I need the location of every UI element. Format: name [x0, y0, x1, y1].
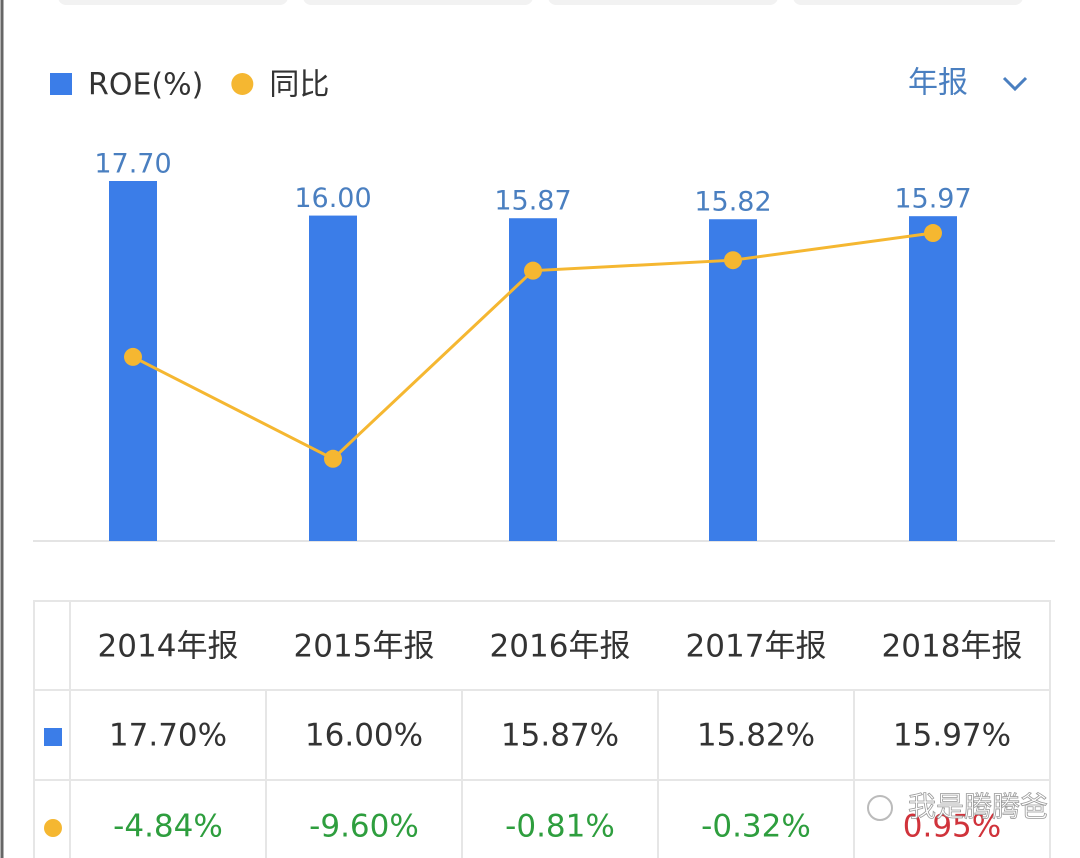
table-cell: -0.81% — [505, 809, 615, 845]
bar-value-label: 15.87 — [494, 186, 571, 217]
line-point — [124, 347, 142, 366]
table-cell: 15.87% — [501, 718, 619, 754]
line-point — [724, 251, 742, 270]
tab[interactable] — [548, 0, 778, 5]
watermark-icon — [867, 795, 893, 821]
legend-swatch — [50, 73, 72, 95]
row-icon — [44, 728, 62, 746]
bar — [709, 219, 757, 541]
tab[interactable] — [303, 0, 533, 5]
row-icon — [44, 819, 62, 837]
table-cell: 17.70% — [109, 718, 227, 754]
legend-label: 同比 — [269, 68, 329, 103]
table-border — [33, 600, 1051, 858]
table-cell: -4.84% — [113, 809, 223, 845]
bar-value-label: 16.00 — [294, 183, 371, 214]
legend-label: ROE(%) — [88, 68, 203, 103]
tab[interactable] — [58, 0, 288, 5]
table-cell: 0.95% — [903, 809, 1001, 845]
table-header: 2018年报 — [882, 629, 1023, 665]
table-header: 2014年报 — [98, 629, 239, 665]
table-cell: 16.00% — [305, 718, 423, 754]
line-point — [924, 224, 942, 243]
bar — [909, 216, 957, 541]
line-point — [524, 261, 542, 280]
watermark: 我是腾腾爸 — [908, 790, 1048, 823]
legend-swatch — [231, 73, 254, 95]
table — [33, 600, 1051, 858]
bar-value-label: 15.82 — [694, 187, 771, 218]
period-dropdown[interactable]: 年报 — [908, 66, 968, 101]
tab[interactable] — [793, 0, 1023, 5]
bar-value-label: 17.70 — [94, 149, 171, 180]
table-header: 2015年报 — [294, 629, 435, 665]
table-header: 2017年报 — [686, 629, 827, 665]
line-point — [324, 449, 342, 468]
bar-value-label: 15.97 — [894, 184, 971, 215]
table-header: 2016年报 — [490, 629, 631, 665]
table-cell: 15.97% — [893, 718, 1011, 754]
table-cell: -0.32% — [701, 809, 811, 845]
dropdown-chevron[interactable] — [1002, 76, 1028, 92]
table-cell: -9.60% — [309, 809, 419, 845]
table-cell: 15.82% — [697, 718, 815, 754]
bar — [309, 215, 357, 541]
